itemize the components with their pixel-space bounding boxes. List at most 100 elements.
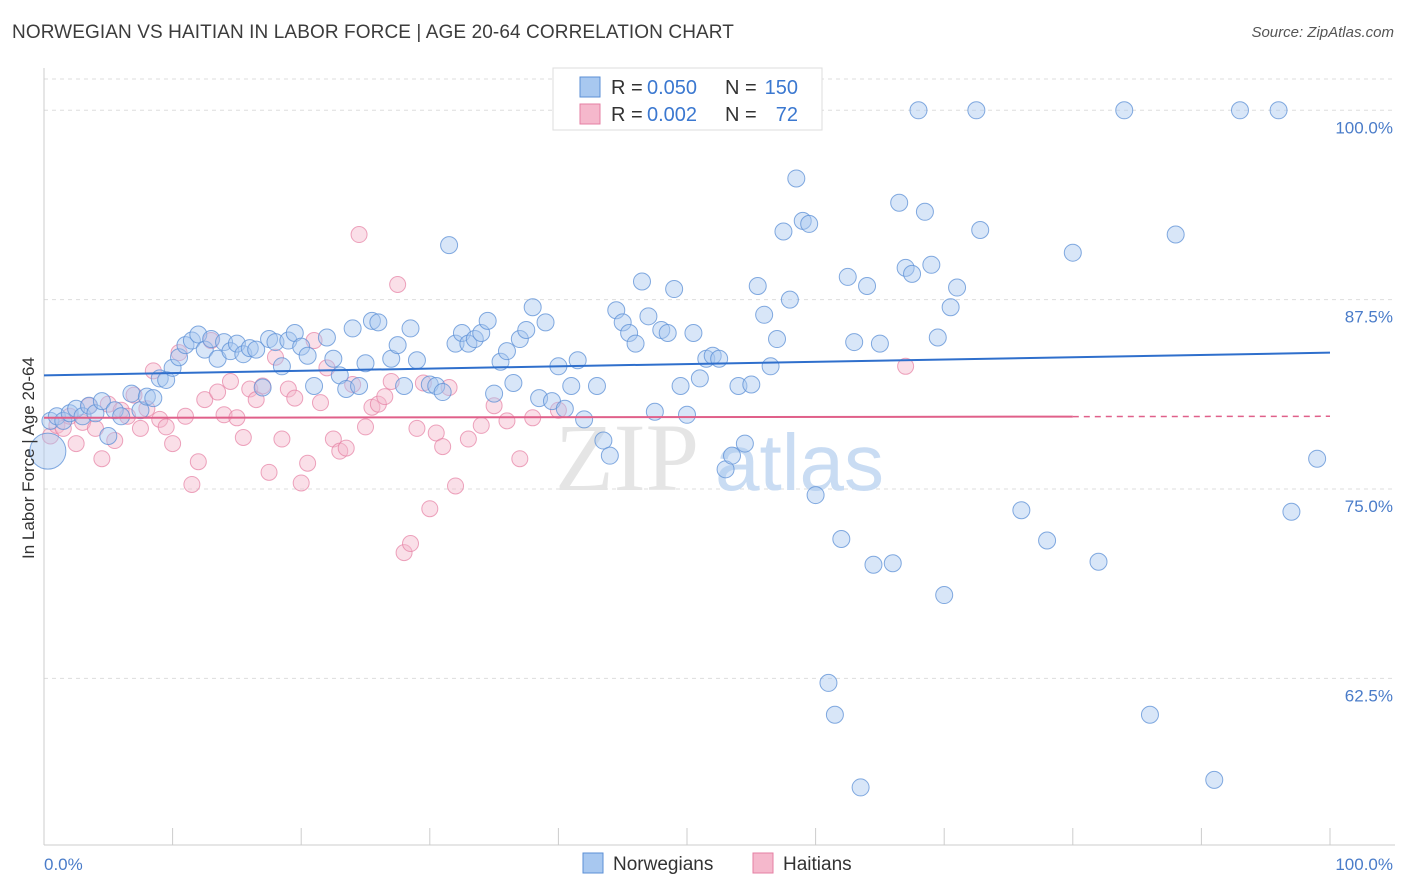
bottom-legend-swatch-norwegians: [582, 852, 604, 874]
haitian-point: [498, 412, 516, 430]
norwegian-point: [401, 319, 420, 338]
norwegian-point: [562, 377, 581, 395]
norwegian-point: [967, 101, 986, 120]
norwegian-point: [761, 357, 780, 376]
norwegian-point: [748, 277, 767, 296]
norwegian-point: [215, 333, 234, 352]
haitian-point: [119, 407, 137, 425]
norwegian-point: [266, 333, 285, 352]
norwegian-point: [800, 214, 819, 233]
norwegian-point: [671, 377, 690, 395]
norwegian-point: [613, 313, 632, 332]
haitian-point: [241, 380, 259, 398]
norwegian-point: [626, 334, 645, 353]
norwegian-point: [1012, 501, 1031, 520]
haitian-points: [41, 226, 915, 562]
norwegian-point: [1308, 449, 1327, 468]
norwegian-point: [1282, 502, 1301, 521]
haitian-point: [350, 226, 368, 244]
trend-layer: [43, 351, 1331, 419]
legend-swatch-haitians: [579, 103, 601, 125]
norwegian-point: [909, 101, 928, 120]
norwegian-point: [504, 373, 523, 392]
norwegian-point: [247, 340, 266, 359]
norwegian-point: [1089, 552, 1108, 571]
norwegian-trend-line: [43, 351, 1331, 377]
norwegian-points: [29, 101, 1327, 797]
norwegian-point: [144, 389, 163, 408]
norwegian-point: [684, 323, 703, 342]
norwegian-point: [1115, 101, 1134, 120]
norwegian-point: [645, 402, 664, 421]
haitian-point: [234, 429, 252, 447]
norwegian-point: [594, 431, 613, 450]
norwegian-point: [240, 339, 259, 358]
bottom-legend-swatch-haitians: [752, 852, 774, 874]
norwegian-point: [941, 298, 960, 317]
norwegian-point: [935, 586, 954, 605]
norwegian-point: [928, 328, 947, 347]
norwegian-point: [433, 383, 452, 402]
legend-swatch-norwegians: [579, 76, 601, 98]
norwegian-point: [587, 377, 606, 395]
norwegian-point: [253, 378, 272, 397]
norwegian-point: [324, 349, 343, 368]
source-label: Source: ZipAtlas.com: [1251, 24, 1394, 41]
haitian-point: [402, 535, 420, 553]
norwegian-point: [858, 277, 877, 296]
watermark-zip: ZIP: [555, 404, 699, 511]
haitian-point: [472, 416, 490, 434]
norwegian-point: [92, 392, 111, 411]
norwegian-point: [870, 334, 889, 353]
watermark: ZIP atlas: [555, 404, 884, 511]
norwegian-point: [292, 337, 311, 356]
norwegian-point: [903, 264, 922, 283]
haitian-point: [376, 388, 394, 406]
norwegian-point: [523, 298, 542, 317]
haitian-point: [337, 439, 355, 457]
haitian-point: [427, 424, 445, 442]
norwegian-point: [298, 346, 317, 365]
norwegian-point: [665, 280, 684, 299]
y-tick-label: 87.5%: [1345, 308, 1393, 327]
haitian-point: [144, 362, 162, 380]
norwegian-point: [54, 411, 73, 430]
haitian-point: [183, 475, 201, 493]
norwegian-point: [915, 202, 934, 221]
norwegian-point: [497, 342, 516, 361]
norwegian-point: [459, 334, 478, 353]
norwegian-point: [1230, 101, 1249, 120]
norwegian-point: [491, 352, 510, 371]
haitian-point: [221, 372, 239, 390]
norwegian-point: [971, 220, 990, 239]
haitian-point: [549, 401, 567, 419]
norwegian-point: [510, 330, 529, 349]
norwegian-point: [1269, 101, 1288, 120]
norwegian-point: [729, 377, 748, 395]
norwegian-point: [890, 193, 909, 212]
norwegian-point: [536, 313, 555, 332]
legend-r-value-1: 0.050: [647, 77, 697, 99]
norwegian-point: [819, 673, 838, 692]
norwegian-point: [723, 446, 742, 465]
norwegian-point: [658, 323, 677, 342]
haitian-point: [176, 407, 194, 425]
haitian-trend-line: [43, 415, 1073, 419]
norwegian-point: [555, 399, 574, 418]
norwegian-point: [122, 384, 141, 403]
haitian-point: [196, 391, 214, 409]
haitian-point: [164, 435, 182, 453]
norwegian-point: [575, 410, 594, 429]
norwegian-point: [446, 334, 465, 353]
norwegian-point: [137, 387, 156, 406]
axes-layer: 62.5% 75.0% 87.5% 100.0%: [43, 68, 1395, 846]
haitian-point: [421, 500, 439, 518]
bottom-legend-label-norwegians: Norwegians: [613, 854, 713, 875]
norwegian-point: [639, 307, 658, 326]
norwegian-point: [350, 377, 369, 395]
legend-r-label-1: R =: [611, 77, 643, 99]
bottom-legend-label-haitians: Haitians: [783, 854, 852, 875]
haitian-point: [189, 453, 207, 471]
norwegian-point: [710, 349, 729, 368]
y-tick-label: 62.5%: [1345, 686, 1393, 705]
